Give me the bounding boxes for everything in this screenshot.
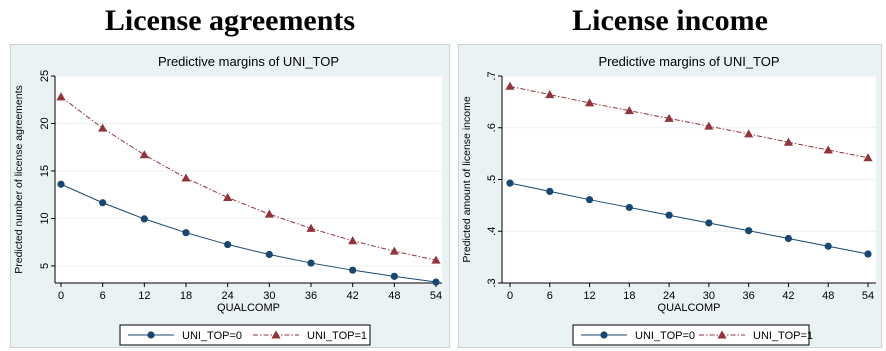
x-tick-label: 18	[623, 290, 635, 302]
legend-label-1: UNI_TOP=1	[307, 330, 367, 342]
legend-marker-1	[717, 330, 727, 339]
left-figure-title: License agreements	[104, 4, 356, 37]
x-tick-label: 30	[263, 290, 275, 302]
legend-marker-0	[147, 331, 155, 339]
series-line-0	[509, 182, 869, 255]
chart-title: Predictive margins of UNI_TOP	[598, 54, 779, 69]
series-line-1	[60, 96, 437, 261]
data-point-0	[432, 278, 440, 286]
data-point-0	[745, 227, 753, 235]
data-point-0	[784, 234, 793, 243]
legend: UNI_TOP=0 UNI_TOP=1	[572, 324, 813, 346]
data-point-0	[546, 187, 554, 196]
data-point-1	[584, 98, 595, 107]
x-tick-label: 54	[862, 290, 874, 302]
data-point-1	[139, 150, 149, 159]
x-tick-label: 48	[388, 290, 400, 302]
data-point-0	[625, 203, 633, 212]
x-tick-label: 54	[430, 290, 442, 302]
data-point-1	[704, 121, 714, 130]
y-tick-label: .3	[486, 278, 498, 287]
x-tick-label: 36	[743, 290, 755, 302]
data-point-0	[57, 180, 65, 188]
data-point-0	[307, 259, 315, 267]
legend-box	[572, 324, 810, 346]
y-tick-label: 10	[39, 212, 51, 224]
legend-label-1: UNI_TOP=1	[753, 330, 813, 342]
y-tick-label: 5	[39, 263, 51, 269]
chart-title: Predictive margins of UNI_TOP	[158, 54, 339, 69]
data-point-1	[545, 90, 555, 99]
legend-marker-0	[600, 331, 608, 339]
data-point-0	[140, 215, 148, 223]
legend: UNI_TOP=0 UNI_TOP=1	[119, 324, 371, 346]
data-point-1	[389, 246, 399, 255]
legend-label-0: UNI_TOP=0	[635, 330, 695, 342]
data-point-1	[664, 113, 674, 122]
x-tick-label: 6	[547, 290, 553, 302]
data-point-1	[56, 92, 66, 101]
data-point-1	[624, 106, 634, 115]
license-agreements-chart: 5 10 15 20 25 0 6 12 18 24 30 36 42 48 54 Predictive ma…	[10, 44, 450, 348]
y-axis-label: Predicted number of license agreements	[13, 85, 25, 274]
x-axis-label: QUALCOMP	[658, 302, 721, 314]
series-line-1	[509, 85, 869, 159]
data-point-1	[863, 153, 873, 162]
x-tick-label: 0	[507, 290, 513, 302]
y-tick-label: .4	[486, 227, 498, 236]
y-tick-label: .7	[486, 71, 498, 80]
data-point-1	[223, 192, 233, 201]
data-point-1	[98, 123, 108, 132]
data-point-1	[783, 137, 794, 146]
data-point-1	[431, 255, 441, 264]
data-point-0	[705, 219, 713, 227]
series-line-0	[60, 183, 437, 283]
x-tick-label: 36	[305, 290, 317, 302]
data-point-0	[585, 196, 594, 204]
data-point-1	[348, 236, 358, 245]
data-point-1	[264, 209, 274, 218]
y-tick-label: 20	[39, 117, 51, 129]
x-tick-label: 18	[180, 290, 192, 302]
x-tick-label: 12	[138, 290, 150, 302]
data-point-1	[744, 129, 754, 138]
x-tick-label: 6	[100, 290, 106, 302]
legend-marker-1	[271, 330, 281, 339]
right-figure-title: License income	[572, 4, 768, 37]
legend-label-0: UNI_TOP=0	[182, 330, 242, 342]
x-tick-label: 12	[583, 290, 595, 302]
data-point-0	[665, 211, 673, 219]
x-tick-label: 42	[347, 290, 359, 302]
data-point-0	[224, 240, 232, 249]
data-point-0	[506, 179, 514, 187]
data-point-0	[265, 250, 273, 259]
x-tick-label: 24	[663, 290, 675, 302]
data-point-0	[349, 266, 357, 274]
x-tick-label: 24	[222, 290, 234, 302]
data-point-1	[306, 223, 316, 232]
x-tick-label: 30	[703, 290, 715, 302]
data-point-1	[505, 81, 515, 90]
data-point-0	[99, 199, 107, 207]
x-tick-label: 48	[822, 290, 834, 302]
data-point-1	[823, 145, 833, 154]
y-tick-label: .5	[486, 175, 498, 184]
data-point-0	[824, 242, 832, 250]
y-axis-label: Predicted amount of license income	[461, 96, 473, 262]
y-tick-label: .6	[486, 123, 498, 132]
x-tick-label: 0	[58, 290, 64, 302]
x-tick-label: 42	[782, 290, 794, 302]
data-point-1	[181, 173, 191, 182]
data-point-0	[390, 272, 398, 280]
license-income-chart: .3 .4 .5 .6 .7 0 6 12 18 24 30 36 42 48 54 Predictive m…	[458, 44, 882, 348]
data-point-0	[864, 250, 872, 258]
x-axis-label: QUALCOMP	[217, 302, 280, 314]
data-point-0	[182, 229, 190, 237]
y-tick-label: 15	[39, 165, 51, 177]
plot-area	[55, 76, 442, 283]
legend-box	[119, 324, 371, 346]
y-tick-label: 25	[39, 70, 51, 82]
